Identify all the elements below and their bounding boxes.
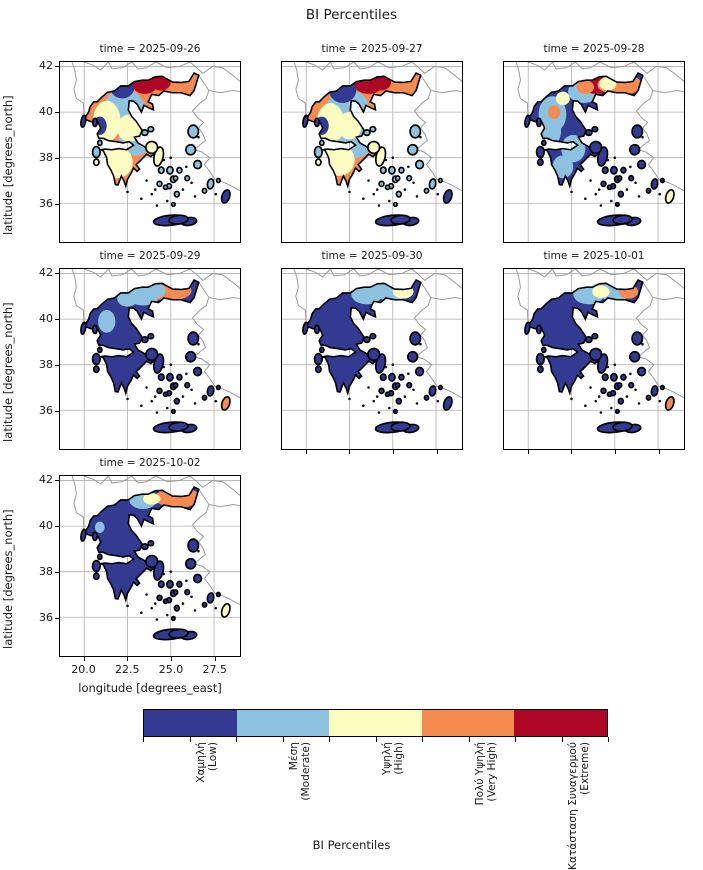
facet-panel: time = 2025-09-28 [503,43,685,243]
y-tick-mark [55,272,59,274]
colorbar-center-tick [189,737,191,742]
y-tick-label: 36 [39,196,53,210]
facet-panel-title: time = 2025-09-28 [543,43,645,55]
colorbar-tick-label: Πολύ Υψηλή (Very High) [473,742,498,806]
colorbar-swatch[interactable] [421,710,515,736]
colorbar-boundary-tick [143,737,144,742]
y-tick-mark [55,525,59,527]
x-tick-mark [214,657,216,661]
colorbar-center-tick [282,737,284,742]
colorbar-swatch[interactable] [144,710,237,736]
facet-panel-title: time = 2025-09-30 [321,250,423,262]
map-axes[interactable] [503,268,685,450]
y-tick-label: 42 [39,58,53,72]
y-tick-label: 38 [39,564,53,578]
x-tick-label: 27.5 [202,663,228,676]
y-tick-label: 36 [39,403,53,417]
x-tick-label: 22.5 [115,663,140,676]
colorbar-boundary-tick [236,737,237,742]
colorbar-boundary-tick [515,737,516,742]
y-tick-mark [55,479,59,481]
map-axes[interactable] [59,475,241,657]
x-tick-mark [436,450,438,454]
facet-panel-title: time = 2025-09-29 [99,250,201,262]
colorbar-boundary-tick [608,737,609,742]
y-axis-label: latitude [degrees_north] [1,95,15,235]
x-tick-mark [83,657,85,661]
x-tick-mark [171,657,172,661]
x-tick-mark [349,450,351,454]
y-axis-label: latitude [degrees_north] [1,509,15,649]
x-tick-mark [527,450,529,454]
figure-title: BI Percentiles [305,7,398,23]
facet-panel: time = 2025-09-30 [281,250,463,450]
y-tick-mark [55,157,59,159]
y-tick-mark [55,617,59,619]
map-axes[interactable] [59,61,241,243]
colorbar-boundary-tick [329,737,330,742]
facet-panel-title: time = 2025-09-26 [99,43,201,55]
y-tick-mark [55,203,59,205]
y-tick-label: 40 [39,311,53,325]
facet-panel: time = 2025-10-02 [59,457,241,657]
x-axis-label: longitude [degrees_east] [78,681,222,695]
y-tick-label: 38 [39,357,53,371]
map-axes[interactable] [503,61,685,243]
colorbar-boundary-tick [422,737,423,742]
y-tick-label: 40 [39,104,53,118]
x-tick-label: 20.0 [71,663,96,676]
y-tick-label: 42 [39,472,53,486]
colorbar-center-tick [375,737,377,742]
y-tick-label: 40 [39,518,53,532]
colorbar-center-tick [468,737,470,742]
facet-panel: time = 2025-09-27 [281,43,463,243]
y-tick-mark [55,111,59,113]
y-axis-label: latitude [degrees_north] [1,302,15,442]
x-tick-mark [393,450,394,454]
y-tick-mark [55,318,59,320]
colorbar-tick-label: Χαμηλή (Low) [194,742,219,783]
colorbar[interactable] [143,709,608,737]
y-tick-mark [55,410,59,412]
y-tick-label: 42 [39,265,53,279]
map-axes[interactable] [281,61,463,243]
colorbar-wrap [143,709,608,737]
y-tick-mark [55,571,59,573]
colorbar-swatch[interactable] [514,710,607,736]
x-tick-mark [305,450,307,454]
colorbar-swatch[interactable] [236,710,330,736]
colorbar-title: BI Percentiles [312,838,391,852]
y-tick-label: 36 [39,610,53,624]
facet-panel-title: time = 2025-10-02 [99,457,201,469]
x-tick-mark [615,450,616,454]
facet-panel: time = 2025-10-01 [503,250,685,450]
facet-panel-title: time = 2025-10-01 [543,250,645,262]
facet-panel-title: time = 2025-09-27 [321,43,423,55]
y-tick-mark [55,65,59,67]
x-tick-mark [571,450,573,454]
x-tick-mark [658,450,660,454]
x-tick-mark [127,657,129,661]
colorbar-tick-label: Μέση (Moderate) [287,742,312,801]
y-tick-label: 38 [39,150,53,164]
map-axes[interactable] [59,268,241,450]
colorbar-tick-label: Υψηλή (High) [380,742,405,776]
facet-panel: time = 2025-09-29 [59,250,241,450]
facet-panel: time = 2025-09-26 [59,43,241,243]
x-tick-label: 25.0 [158,663,184,676]
colorbar-center-tick [561,737,563,742]
map-axes[interactable] [281,268,463,450]
y-tick-mark [55,364,59,366]
colorbar-swatch[interactable] [329,710,422,736]
